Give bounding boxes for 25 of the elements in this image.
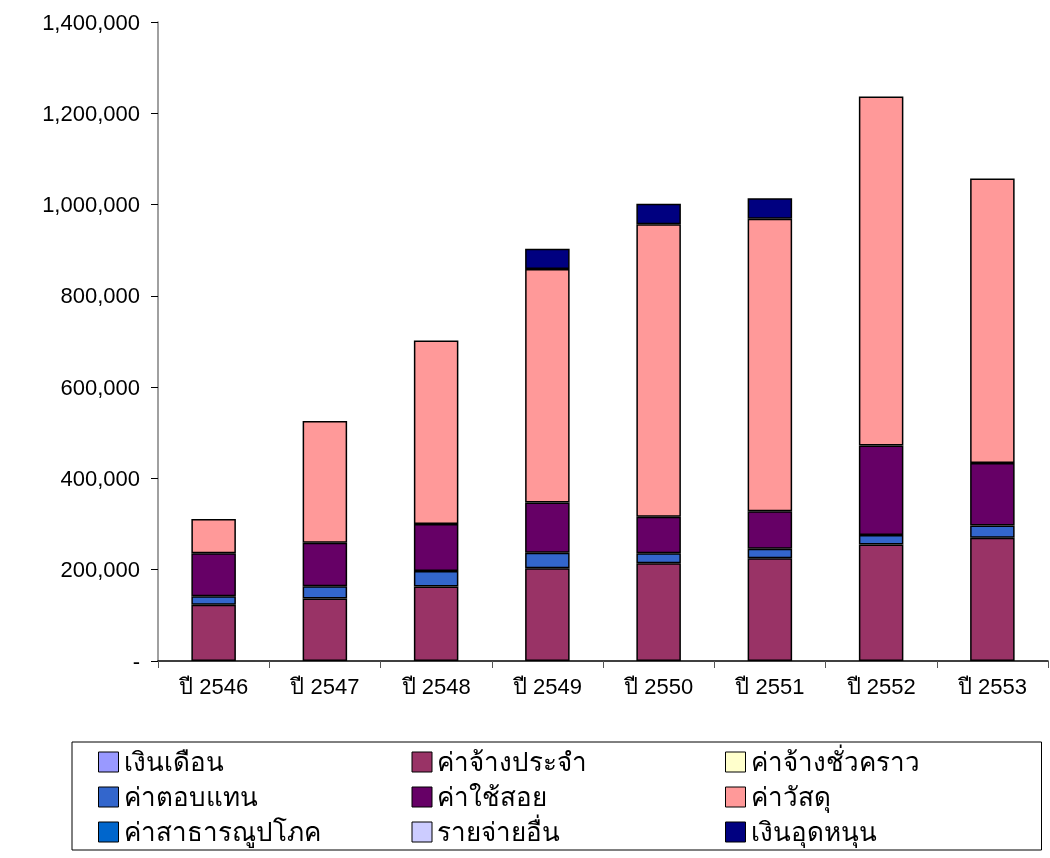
x-tick-label: ปี 2547 (289, 673, 360, 699)
y-tick-label: 600,000 (60, 374, 140, 400)
legend-label: เงินอุดหนุน (750, 817, 877, 848)
y-tick-label: 1,200,000 (42, 100, 140, 126)
legend-label: ค่าใช้สอย (437, 782, 547, 812)
x-tick-label: ปี 2550 (623, 673, 694, 699)
y-tick-label: 800,000 (60, 283, 140, 309)
legend-label: รายจ่ายอื่น (437, 814, 560, 847)
x-tick-label: ปี 2552 (845, 673, 916, 699)
y-tick-label: - (132, 648, 140, 674)
y-tick-label: 1,400,000 (42, 9, 140, 35)
x-tick-label: ปี 2553 (956, 673, 1027, 699)
y-tick-label: 400,000 (60, 465, 140, 491)
legend-label: ค่าจ้างประจำ (437, 747, 587, 777)
legend-label: ค่าวัสดุ (750, 782, 831, 813)
x-tick-label: ปี 2551 (734, 673, 805, 699)
legend-label: เงินเดือน (123, 747, 224, 777)
x-tick-label: ปี 2549 (511, 673, 582, 699)
y-tick-label: 200,000 (60, 557, 140, 583)
legend-label: ค่าตอบแทน (123, 782, 258, 812)
x-tick-label: ปี 2546 (178, 673, 249, 699)
x-tick-label: ปี 2548 (400, 673, 471, 699)
legend-label: ค่าสาธารณูปโภค (123, 817, 321, 848)
y-tick-label: 1,000,000 (42, 192, 140, 218)
legend-label: ค่าจ้างชั่วคราว (750, 744, 920, 777)
